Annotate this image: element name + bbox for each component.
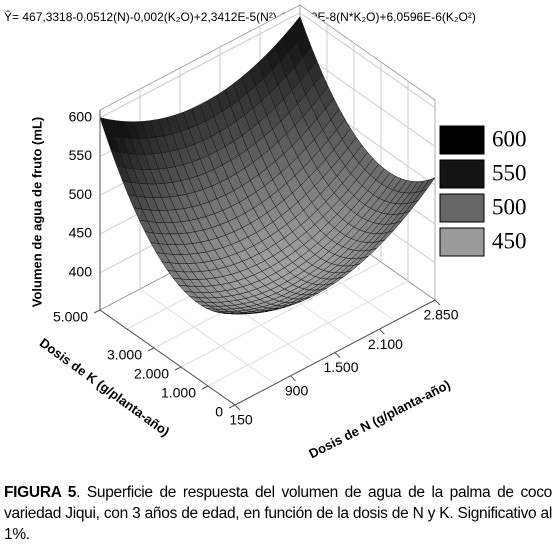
surface-cell	[229, 312, 244, 315]
y-tick-label: 1.500	[323, 359, 358, 375]
equation: Ŷ= 467,3318-0,0512(N)-0,002(K₂O)+2,3412E…	[4, 9, 476, 24]
y-tick-label: 2.100	[368, 336, 403, 352]
x-tick-label: 1.000	[161, 385, 196, 401]
z-tick-label: 550	[69, 147, 93, 163]
x-tick-label: 0	[215, 404, 223, 420]
caption-label: FIGURA 5	[4, 484, 77, 501]
caption: FIGURA 5. Superficie de respuesta del vo…	[4, 482, 552, 545]
y-tick	[379, 328, 385, 335]
x-tick-label: 5.000	[53, 309, 88, 325]
legend-swatch	[439, 227, 485, 257]
x-tick	[228, 404, 236, 409]
z-axis-label: Volumen de agua de fruto (mL)	[29, 117, 44, 307]
floor-grid	[139, 288, 276, 385]
y-tick-label: 900	[285, 383, 309, 399]
chart: Ŷ= 467,3318-0,0512(N)-0,002(K₂O)+2,3412E…	[4, 4, 527, 462]
y-tick-label: 2.850	[423, 307, 458, 323]
legend-label: 450	[492, 228, 527, 253]
legend-label: 500	[492, 194, 527, 219]
z-tick-label: 600	[69, 108, 93, 124]
x-tick-label: 2.000	[134, 366, 169, 382]
z-tick-label: 400	[69, 263, 93, 279]
legend-label: 550	[492, 160, 527, 185]
y-tick	[434, 299, 441, 306]
legend-label: 600	[492, 126, 527, 151]
x-tick	[93, 309, 101, 314]
y-axis-label: Dosis de N (g/planta-año)	[306, 377, 452, 462]
y-tick	[290, 375, 296, 382]
floor-grid	[180, 261, 382, 368]
y-tick	[234, 404, 241, 411]
z-tick-label: 500	[69, 186, 93, 202]
x-tick	[147, 347, 155, 352]
z-grid-line	[299, 12, 436, 109]
x-axis-label: Dosis de K (g/planta-año)	[37, 335, 173, 439]
x-tick	[174, 366, 182, 371]
x-tick	[201, 385, 209, 390]
x-tick-label: 3.000	[107, 347, 142, 363]
legend-swatch	[439, 193, 485, 223]
z-grid-line	[99, 12, 301, 119]
legend-swatch	[439, 125, 485, 155]
legend-swatch	[439, 159, 485, 189]
caption-text: . Superficie de respuesta del volumen de…	[4, 484, 552, 543]
z-tick-label: 450	[69, 225, 93, 241]
axis-line	[99, 309, 236, 406]
y-tick	[334, 352, 341, 358]
y-tick-label: 150	[229, 412, 253, 428]
z-grid-line	[299, 51, 436, 147]
floor-grid	[207, 280, 409, 387]
